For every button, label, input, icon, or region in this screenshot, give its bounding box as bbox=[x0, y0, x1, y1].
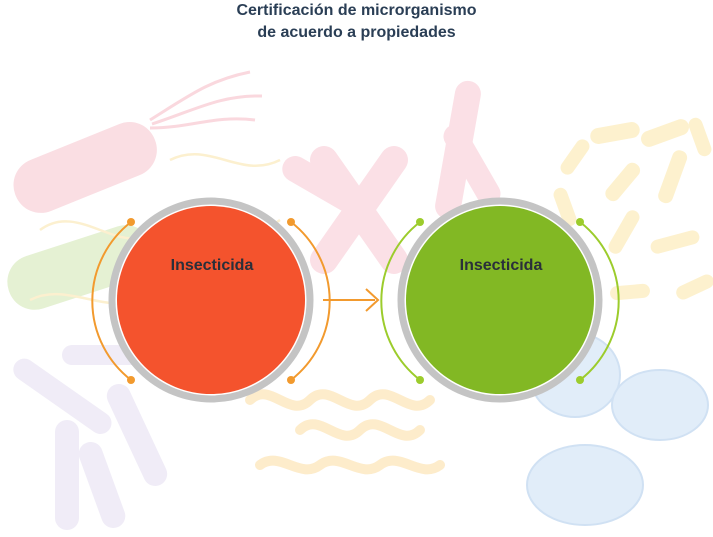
node-2-left-dot-bottom bbox=[416, 376, 424, 384]
node-1-label: Insecticida bbox=[171, 257, 254, 274]
node-1-left-dot-bottom bbox=[127, 376, 135, 384]
diagram-title: Certificación de microrganismo de acuerd… bbox=[0, 0, 713, 44]
title-line-1: Certificación de microrganismo bbox=[236, 2, 477, 19]
node-2-circle bbox=[406, 206, 594, 394]
node-2-left-bracket bbox=[380, 221, 421, 381]
node-2-label: Insecticida bbox=[460, 257, 543, 274]
background-microorganisms bbox=[7, 70, 713, 530]
title-line-2: de acuerdo a propiedades bbox=[257, 24, 456, 41]
node-2-left-dot-top bbox=[416, 218, 424, 226]
node-1-left-bracket bbox=[91, 221, 132, 381]
node-2-right-dot-top bbox=[576, 218, 584, 226]
node-insecticida-2: Insecticida bbox=[380, 197, 620, 403]
node-insecticida-1: Insecticida bbox=[91, 197, 331, 403]
spirillum-icon bbox=[245, 389, 445, 475]
arrow-right-icon bbox=[323, 288, 380, 312]
node-1-circle bbox=[117, 206, 305, 394]
node-1-right-dot-top bbox=[287, 218, 295, 226]
node-1-left-dot-top bbox=[127, 218, 135, 226]
node-1-right-dot-bottom bbox=[287, 376, 295, 384]
bacillus-icon bbox=[7, 225, 153, 310]
node-2-right-bracket bbox=[579, 221, 620, 381]
fungus-icon bbox=[282, 80, 501, 274]
node-2-right-dot-bottom bbox=[576, 376, 584, 384]
bacillus-icon bbox=[13, 70, 263, 213]
diplococcus-icon bbox=[526, 332, 709, 526]
rod-bacteria-icon bbox=[553, 117, 713, 301]
